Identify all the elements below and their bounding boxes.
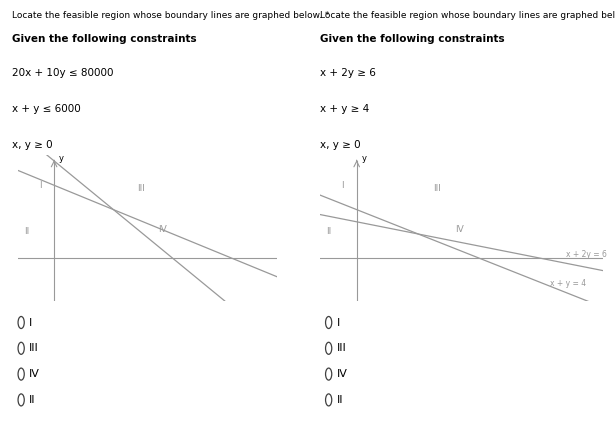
Text: I: I [39,181,42,190]
Text: y: y [58,154,63,163]
Text: II: II [29,395,36,405]
Text: 20x + 10y ≤ 80000: 20x + 10y ≤ 80000 [12,68,114,78]
Text: III: III [434,184,442,194]
Text: x, y ≥ 0: x, y ≥ 0 [320,140,360,150]
Text: IV: IV [336,369,347,379]
Text: II: II [336,395,343,405]
Text: Given the following constraints: Given the following constraints [12,34,197,44]
Text: x + 2y = 6: x + 2y = 6 [566,250,606,259]
Text: IV: IV [455,224,464,233]
Text: III: III [336,343,346,353]
Text: x + y ≥ 4: x + y ≥ 4 [320,104,369,114]
Text: x + y ≤ 6000: x + y ≤ 6000 [12,104,81,114]
Text: y: y [362,154,367,163]
Text: x, y ≥ 0: x, y ≥ 0 [12,140,53,150]
Text: I: I [336,317,339,328]
Text: x + 2y ≥ 6: x + 2y ≥ 6 [320,68,376,78]
Text: IV: IV [29,369,40,379]
Text: II: II [326,227,331,236]
Text: II: II [25,227,30,236]
Text: I: I [29,317,32,328]
Text: I: I [341,181,344,190]
Text: III: III [137,184,145,194]
Text: Given the following constraints: Given the following constraints [320,34,504,44]
Text: IV: IV [158,224,167,233]
Text: x + y = 4: x + y = 4 [550,280,587,289]
Text: Locate the feasible region whose boundary lines are graphed below.: Locate the feasible region whose boundar… [320,11,615,19]
Text: Locate the feasible region whose boundary lines are graphed below. *: Locate the feasible region whose boundar… [12,11,330,19]
Text: III: III [29,343,39,353]
